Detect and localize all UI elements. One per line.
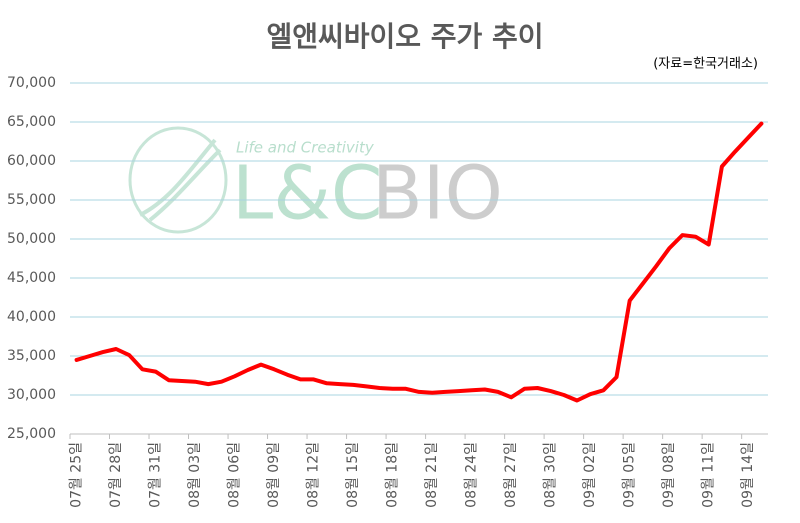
logo-watermark: Life and Creativity L&C BIO xyxy=(128,126,503,237)
x-tick-label: 08월 24일 xyxy=(464,442,480,508)
y-tick-label: 35,000 xyxy=(7,348,56,364)
y-tick-label: 70,000 xyxy=(7,75,56,91)
y-tick-label: 65,000 xyxy=(7,114,56,130)
price-line xyxy=(74,121,764,403)
y-tick-label: 25,000 xyxy=(7,426,56,442)
x-tick-label: 08월 03일 xyxy=(187,442,203,508)
x-tick-label: 07월 25일 xyxy=(69,442,85,508)
x-tick-label: 08월 27일 xyxy=(503,442,519,508)
x-tick-label: 08월 06일 xyxy=(227,442,243,508)
chart-title: 엘앤씨바이오 주가 추이 xyxy=(266,20,543,53)
chart-subtitle: (자료=한국거래소) xyxy=(653,57,758,72)
y-tick-label: 60,000 xyxy=(7,153,56,169)
x-tick-label: 08월 09일 xyxy=(266,442,282,508)
x-tick-label: 07월 31일 xyxy=(148,442,164,508)
x-tick-label: 09월 08일 xyxy=(661,442,677,508)
y-tick-label: 45,000 xyxy=(7,270,56,286)
y-tick-label: 55,000 xyxy=(7,192,56,208)
logo-brand2: BIO xyxy=(372,151,503,237)
logo-tagline: Life and Creativity xyxy=(236,139,375,157)
x-tick-label: 08월 15일 xyxy=(345,442,361,508)
y-tick-label: 30,000 xyxy=(7,387,56,403)
x-tick-label: 08월 21일 xyxy=(424,442,440,508)
x-tick-label: 08월 12일 xyxy=(306,442,322,508)
logo-brand: L&C xyxy=(232,151,383,237)
y-tick-label: 50,000 xyxy=(7,231,56,247)
y-tick-label: 40,000 xyxy=(7,309,56,325)
x-tick-label: 09월 11일 xyxy=(701,442,717,508)
logo-circle xyxy=(128,126,228,234)
x-tick-label: 09월 14일 xyxy=(740,442,756,508)
logo-helix xyxy=(139,138,222,222)
x-tick-label: 08월 30일 xyxy=(543,442,559,508)
x-tick-label: 09월 05일 xyxy=(622,442,638,508)
x-tick-label: 09월 02일 xyxy=(582,442,598,508)
x-tick-label: 08월 18일 xyxy=(385,442,401,508)
x-tick-label: 07월 28일 xyxy=(108,442,124,508)
